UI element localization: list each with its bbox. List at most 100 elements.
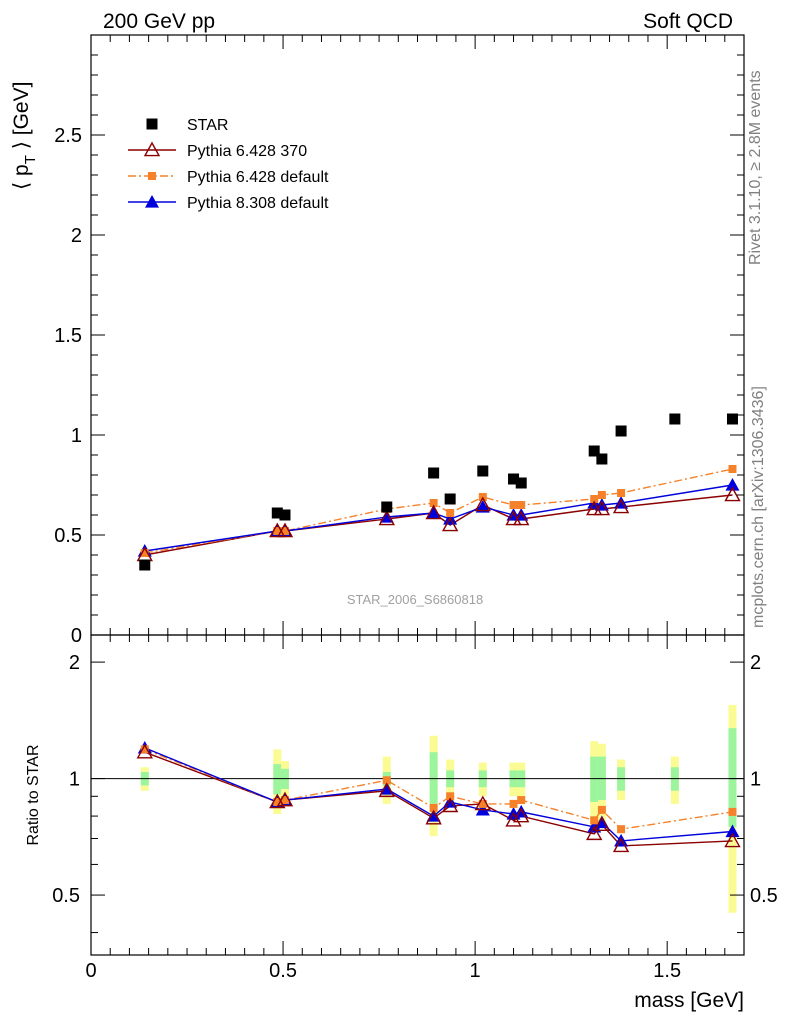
ratio-pythia-6-428-default-point <box>517 796 526 805</box>
main-star-point <box>477 465 489 477</box>
main-star-point <box>271 507 283 519</box>
header-right-label: Soft QCD <box>643 10 733 33</box>
main-pythia-6-428-370-point <box>612 498 630 514</box>
ratio-pythia-6-428-default-point <box>140 745 149 754</box>
main-pythia-6-428-370-point <box>724 486 741 502</box>
ratio-y-tick-label-left: 0.5 <box>52 885 80 907</box>
ratio-y-tick-label-right: 0.5 <box>750 885 778 907</box>
ylabel-part-1: ⟨ p <box>10 164 33 190</box>
ratio-pythia-6-428-default-point <box>478 799 487 808</box>
main-pythia-6-428-370-point <box>378 510 395 526</box>
main-y-tick-label: 1 <box>71 425 82 447</box>
legend-pythia-6-428-default-label: Pythia 6.428 default <box>187 169 329 186</box>
header-left-label: 200 GeV pp <box>103 10 215 33</box>
main-pythia-6-428-370-point <box>474 496 491 512</box>
legend-pythia-8-308-default-marker <box>145 195 159 208</box>
x-axis-label: mass [GeV] <box>634 989 744 1012</box>
ratio-pythia-6-428-default-point <box>617 825 626 834</box>
x-tick-label: 0 <box>85 960 96 982</box>
main-pythia-6-428-default-line <box>144 468 733 554</box>
legend: STAR Pythia 6.428 370 Pythia 6.428 default… <box>128 117 329 212</box>
main-pythia-6-428-370-point <box>441 516 459 532</box>
ratio-plot-frame <box>90 634 745 956</box>
ratio-band-inner <box>429 752 438 804</box>
ratio-pythia-6-428-default-point <box>728 807 737 816</box>
ratio-pythia-8-308-default-point <box>725 824 740 838</box>
ratio-pythia-6-428-370-point <box>474 795 491 811</box>
ratio-band-inner <box>728 728 737 827</box>
ratio-series-group <box>136 740 741 853</box>
ratio-y-axis-label: Ratio to STAR <box>25 744 42 845</box>
ratio-pythia-6-428-370-point <box>425 809 442 825</box>
main-pythia-6-428-370-point <box>513 510 530 526</box>
ylabel-part-3: ⟩ [GeV] <box>10 82 33 156</box>
main-star-point <box>381 501 393 513</box>
ratio-pythia-6-428-370-point <box>276 791 294 807</box>
main-star-point <box>139 559 151 571</box>
ratio-pythia-6-428-370-point <box>586 825 603 841</box>
mcplots-label: mcplots.cern.ch [arXiv:1306.3436] <box>750 386 767 628</box>
ratio-band-inner <box>273 764 282 795</box>
legend-star-marker <box>146 118 158 130</box>
main-pythia-6-428-default-point <box>273 527 282 535</box>
main-pythia-6-428-default-point <box>280 527 289 535</box>
ratio-pythia-6-428-default-point <box>273 797 282 806</box>
analysis-watermark: STAR_2006_S6860818 <box>347 592 483 607</box>
main-pythia-6-428-default-point <box>429 499 438 507</box>
ratio-y-tick-label-left: 2 <box>69 652 80 674</box>
main-y-tick-label: 0.5 <box>54 525 82 547</box>
main-pythia-8-308-default-point <box>426 506 441 519</box>
main-pythia-6-428-default-point <box>728 465 737 473</box>
main-star-point <box>515 477 527 489</box>
main-star-point <box>428 467 440 479</box>
ratio-pythia-8-308-default-line <box>144 747 733 842</box>
main-y-tick-label: 2 <box>71 225 82 247</box>
axis-ticks: 0.5 1 1.5 2 2.5 0 0.5 0.5 1 1 2 2 0 0.5 1 1.5 <box>52 34 778 982</box>
ratio-pythia-6-428-default-point <box>597 805 606 814</box>
main-pythia-6-428-370-point <box>276 522 294 538</box>
main-pythia-8-308-default-point <box>725 478 740 491</box>
ratio-pythia-6-428-370-point <box>513 807 530 823</box>
main-star-point <box>279 509 291 521</box>
ratio-pythia-6-428-default-point <box>382 776 391 785</box>
main-star-point <box>615 425 627 437</box>
main-star-point <box>444 493 456 505</box>
main-star-point <box>669 413 681 425</box>
main-star-point <box>726 413 738 425</box>
ratio-pythia-6-428-370-point <box>505 811 522 827</box>
main-y-axis-label: ⟨ pT ⟩ [GeV] <box>10 82 39 190</box>
legend-pythia-8-308-default-label: Pythia 8.308 default <box>187 195 329 212</box>
ratio-pythia-6-428-default-point <box>509 799 518 808</box>
legend-pythia-6-428-370-label: Pythia 6.428 370 <box>187 143 307 160</box>
ylabel-subscript: T <box>22 155 39 164</box>
ratio-pythia-6-428-default-point <box>429 803 438 812</box>
ratio-y-tick-label-right: 1 <box>750 769 761 791</box>
legend-pythia-6-428-370-marker <box>143 141 161 157</box>
main-star-point <box>508 473 520 485</box>
ratio-pythia-6-428-370-point <box>724 832 741 848</box>
x-tick-label: 0.5 <box>269 960 297 982</box>
ratio-pythia-6-428-370-line <box>144 751 733 847</box>
ratio-pythia-6-428-default-point <box>280 796 289 805</box>
main-pythia-6-428-default-point <box>617 489 626 497</box>
x-tick-label: 1 <box>470 960 481 982</box>
main-y-tick-label: 1.5 <box>54 325 82 347</box>
ratio-pythia-6-428-370-point <box>593 816 611 831</box>
legend-pythia-6-428-default-marker <box>148 172 156 180</box>
main-pythia-6-428-370-point <box>425 504 442 520</box>
ratio-pythia-6-428-370-point <box>612 837 630 853</box>
main-star-point <box>596 453 608 465</box>
main-pythia-6-428-default-point <box>446 509 455 517</box>
main-pythia-8-308-default-point <box>475 500 490 513</box>
main-pythia-6-428-default-point <box>509 501 518 509</box>
legend-star-label: STAR <box>187 117 228 134</box>
ratio-pythia-6-428-default-line <box>144 748 733 830</box>
ratio-y-tick-label-left: 1 <box>69 769 80 791</box>
main-pythia-6-428-default-point <box>597 491 606 499</box>
x-tick-label: 1.5 <box>653 960 681 982</box>
main-pythia-6-428-default-point <box>517 501 526 509</box>
ratio-pythia-6-428-370-point <box>136 743 153 759</box>
ratio-pythia-6-428-370-point <box>441 797 459 813</box>
